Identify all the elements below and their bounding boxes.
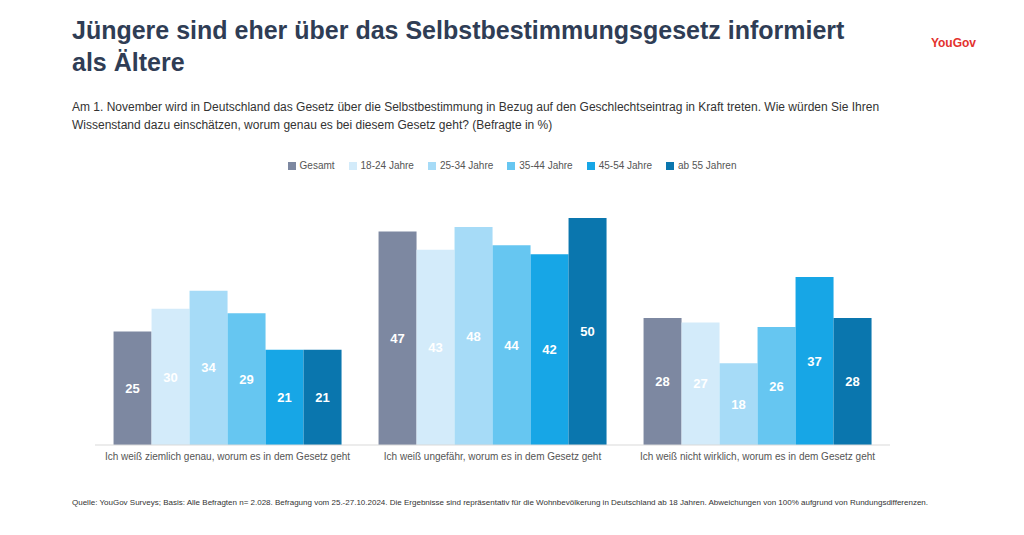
svg-text:37: 37 — [807, 354, 821, 369]
svg-text:25: 25 — [125, 381, 139, 396]
html-text:25-34 Jahre: 25-34 Jahre — [439, 160, 494, 171]
svg-text:Ich weiß nicht wirklich, worum: Ich weiß nicht wirklich, worum es in dem… — [640, 451, 875, 462]
svg-text:44: 44 — [504, 338, 519, 353]
html-text:Gesamt: Gesamt — [299, 160, 335, 171]
svg-text:21: 21 — [277, 390, 291, 405]
html-text:ab 55 Jahren: ab 55 Jahren — [678, 160, 737, 171]
svg-text:18: 18 — [731, 397, 745, 412]
svg-text:29: 29 — [239, 372, 253, 387]
html-text:Jüngere sind eher über das Sel: Jüngere sind eher über das Selbstbestimm… — [72, 16, 845, 76]
svg-text:30: 30 — [163, 370, 177, 385]
svg-text:Ich weiß ziemlich genau, worum: Ich weiß ziemlich genau, worum es in dem… — [105, 451, 350, 462]
svg-text:27: 27 — [693, 376, 707, 391]
html-text:Quelle: YouGov Surveys; Basis:: Quelle: YouGov Surveys; Basis: Alle Befr… — [72, 498, 928, 507]
html-text:18-24 Jahre: 18-24 Jahre — [360, 160, 414, 171]
svg-text:42: 42 — [542, 342, 556, 357]
svg-text:Ich weiß ungefähr, worum es in: Ich weiß ungefähr, worum es in dem Geset… — [384, 451, 602, 462]
html-text:45-54 Jahre: 45-54 Jahre — [598, 160, 653, 171]
svg-text:48: 48 — [466, 329, 480, 344]
svg-text:28: 28 — [655, 374, 669, 389]
svg-text:28: 28 — [845, 374, 859, 389]
html-text:YouGov: YouGov — [930, 36, 976, 50]
svg-text:34: 34 — [201, 360, 216, 375]
svg-text:26: 26 — [769, 379, 783, 394]
svg-text:47: 47 — [390, 331, 404, 346]
html-text:35-44 Jahre: 35-44 Jahre — [519, 160, 573, 171]
html-text:Am 1. November wird in Deutsch: Am 1. November wird in Deutschland das G… — [72, 100, 880, 132]
svg-text:21: 21 — [315, 390, 329, 405]
svg-text:43: 43 — [428, 340, 442, 355]
svg-text:50: 50 — [580, 324, 594, 339]
